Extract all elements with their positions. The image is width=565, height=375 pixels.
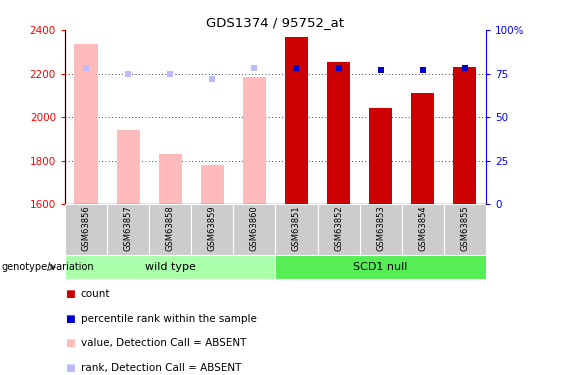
Text: rank, Detection Call = ABSENT: rank, Detection Call = ABSENT (81, 363, 241, 372)
Bar (75, 44, 98, 204)
Bar (444, 204, 486, 255)
Bar (65, 204, 107, 255)
Text: GSM63858: GSM63858 (166, 206, 175, 251)
Bar (159, 154, 182, 204)
Bar (411, 93, 434, 204)
Text: GSM63860: GSM63860 (250, 206, 259, 251)
Text: GSM63851: GSM63851 (292, 206, 301, 251)
Text: ■: ■ (65, 314, 75, 324)
Bar (107, 204, 149, 255)
Bar (359, 204, 402, 255)
Text: GSM63855: GSM63855 (460, 206, 470, 251)
Text: wild type: wild type (145, 262, 195, 272)
Text: ■: ■ (65, 290, 75, 299)
Text: genotype/variation: genotype/variation (1, 262, 94, 272)
Bar (65, 255, 276, 279)
Bar (369, 108, 392, 204)
Bar (402, 204, 444, 255)
Bar (285, 36, 308, 204)
Text: GSM63859: GSM63859 (208, 206, 217, 251)
Bar (201, 165, 224, 204)
Text: SCD1 null: SCD1 null (354, 262, 408, 272)
Text: GSM63853: GSM63853 (376, 206, 385, 251)
Bar (149, 204, 191, 255)
Text: percentile rank within the sample: percentile rank within the sample (81, 314, 257, 324)
Text: value, Detection Call = ABSENT: value, Detection Call = ABSENT (81, 338, 246, 348)
Bar (276, 255, 486, 279)
Title: GDS1374 / 95752_at: GDS1374 / 95752_at (206, 16, 345, 29)
Text: ■: ■ (65, 363, 75, 372)
Bar (327, 62, 350, 204)
Bar (116, 130, 140, 204)
Bar (318, 204, 360, 255)
Text: count: count (81, 290, 110, 299)
Bar (233, 204, 276, 255)
Bar (243, 77, 266, 204)
Text: GSM63852: GSM63852 (334, 206, 343, 251)
Bar (191, 204, 233, 255)
Text: GSM63856: GSM63856 (81, 206, 90, 251)
Text: GSM63857: GSM63857 (124, 206, 133, 251)
Bar (453, 67, 476, 204)
Bar (276, 204, 318, 255)
Text: ■: ■ (65, 338, 75, 348)
Text: GSM63854: GSM63854 (418, 206, 427, 251)
